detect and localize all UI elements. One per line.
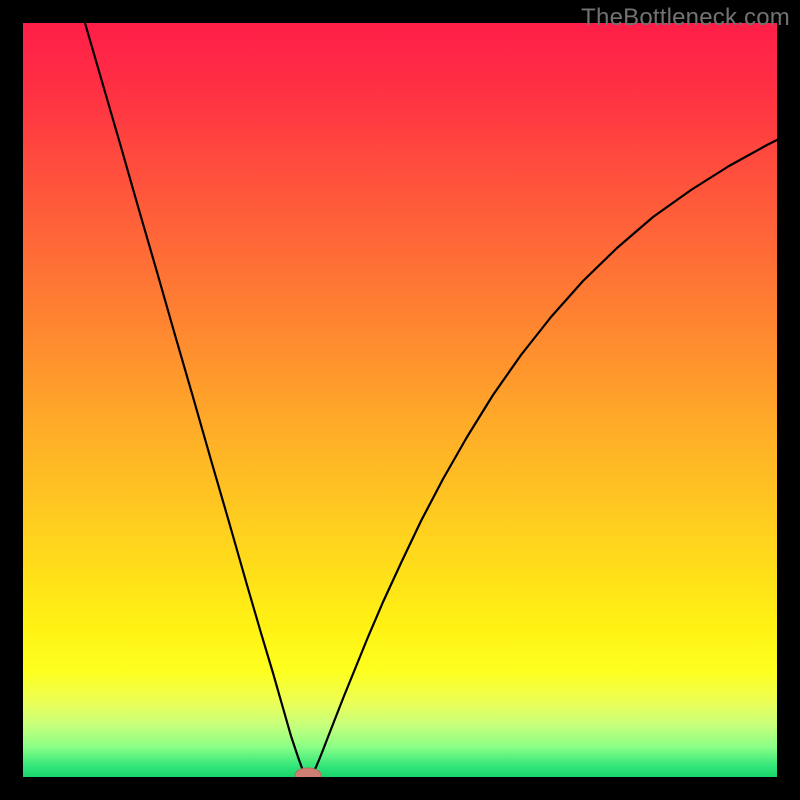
plot-area xyxy=(23,23,777,777)
watermark-text: TheBottleneck.com xyxy=(581,4,790,32)
curve-line xyxy=(85,23,777,777)
bottleneck-curve xyxy=(23,23,777,777)
chart-outer xyxy=(0,0,800,800)
min-point-marker xyxy=(295,768,321,777)
